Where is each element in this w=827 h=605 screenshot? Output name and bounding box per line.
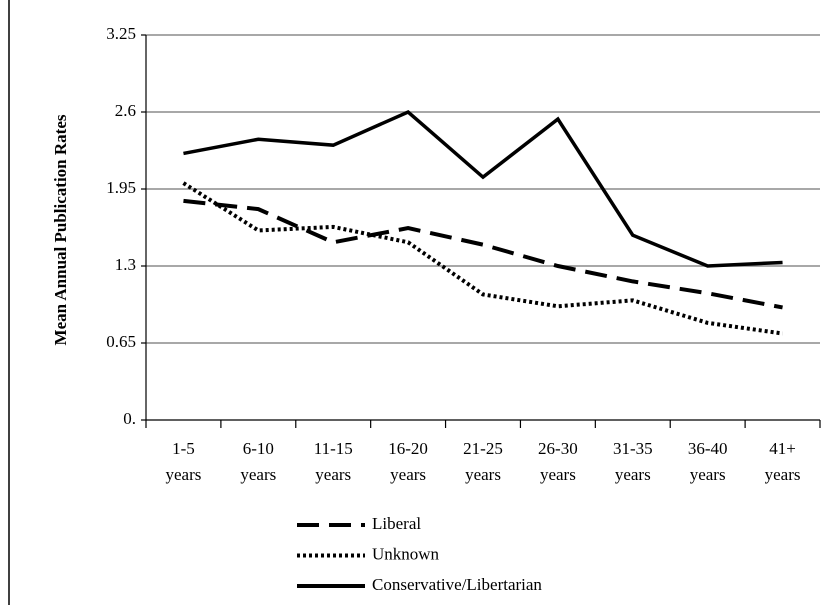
legend-label: Liberal xyxy=(372,514,421,533)
x-tick-label: 36-40 years xyxy=(688,439,728,484)
x-tick-label: 21-25 years xyxy=(463,439,503,484)
legend-label: Conservative/Libertarian xyxy=(372,575,542,594)
y-tick-label: 3.25 xyxy=(106,24,136,43)
y-tick-label: 0.65 xyxy=(106,332,136,351)
y-tick-label: 2.6 xyxy=(115,101,136,120)
y-tick-label: 1.3 xyxy=(115,255,136,274)
x-tick-label: 26-30 years xyxy=(538,439,578,484)
legend-label: Unknown xyxy=(372,544,440,563)
x-tick-label: 11-15 years xyxy=(314,439,353,484)
y-tick-label: 0. xyxy=(123,409,136,428)
x-tick-label: 31-35 years xyxy=(613,439,653,484)
x-tick-label: 41+ years xyxy=(765,439,801,484)
x-tick-label: 6-10 years xyxy=(240,439,276,484)
x-tick-label: 1-5 years xyxy=(166,439,202,484)
series-line xyxy=(183,198,783,310)
y-tick-label: 1.95 xyxy=(106,178,136,197)
y-axis-label: Mean Annual Publication Rates xyxy=(51,114,70,345)
series-line xyxy=(183,109,783,268)
x-tick-label: 16-20 years xyxy=(388,439,428,484)
series-line xyxy=(182,181,783,336)
